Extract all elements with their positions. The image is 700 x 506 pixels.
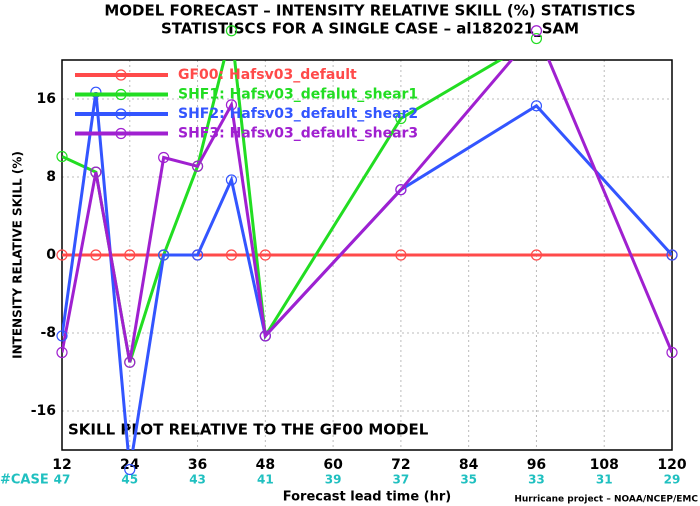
x-tick-label: 84 bbox=[459, 457, 479, 473]
legend-label: SHF2: Hafsv03_default_shear2 bbox=[178, 106, 418, 122]
series-marker bbox=[225, 174, 238, 186]
case-label: #CASE bbox=[0, 473, 49, 488]
series-marker bbox=[530, 32, 543, 45]
series-marker bbox=[56, 150, 68, 163]
series-marker bbox=[666, 346, 678, 359]
legend-label: GF00: Hafsv03_default bbox=[178, 67, 357, 83]
series-marker bbox=[259, 249, 271, 261]
series-marker bbox=[56, 346, 68, 359]
y-tick-label: -8 bbox=[40, 325, 56, 341]
series-marker bbox=[158, 249, 170, 261]
legend-marker bbox=[115, 108, 127, 120]
annotation: SKILL PLOT RELATIVE TO THE GF00 MODEL bbox=[68, 421, 429, 439]
series-marker bbox=[259, 330, 271, 342]
series-marker bbox=[530, 100, 543, 112]
series-marker bbox=[395, 184, 407, 196]
y-axis-label: INTENSITY RELATIVE SKILL (%) bbox=[11, 151, 25, 359]
series-marker bbox=[191, 160, 204, 172]
series-marker bbox=[56, 330, 68, 342]
series-marker bbox=[530, 25, 543, 37]
series-marker bbox=[158, 151, 170, 164]
chart-title: MODEL FORECAST – INTENSITY RELATIVE SKIL… bbox=[104, 2, 635, 20]
series-marker bbox=[56, 249, 68, 261]
case-count: 39 bbox=[325, 473, 342, 487]
series-marker bbox=[666, 249, 678, 261]
case-count: 41 bbox=[257, 473, 274, 487]
series-marker bbox=[225, 249, 238, 261]
case-count: 33 bbox=[528, 473, 545, 487]
y-tick-label: -16 bbox=[31, 403, 56, 419]
series-marker bbox=[90, 249, 102, 261]
series-marker bbox=[530, 249, 543, 261]
x-axis-label: Forecast lead time (hr) bbox=[283, 490, 451, 505]
series-marker bbox=[90, 166, 102, 178]
series-marker bbox=[124, 249, 136, 261]
x-tick-label: 96 bbox=[527, 457, 546, 473]
legend-marker bbox=[115, 69, 127, 81]
x-tick-label: 72 bbox=[391, 457, 410, 473]
x-tick-label: 108 bbox=[590, 457, 619, 473]
y-tick-label: 0 bbox=[46, 247, 56, 263]
series-marker bbox=[395, 249, 407, 261]
legend-marker bbox=[115, 127, 127, 140]
case-count: 37 bbox=[393, 473, 410, 487]
series-line bbox=[62, 91, 672, 450]
legend-label: SHF1: Hafsv03_defalut_shear1 bbox=[178, 87, 418, 103]
case-count: 35 bbox=[460, 473, 477, 487]
series-marker bbox=[395, 112, 407, 125]
chart-subtitle: STATISTISCS FOR A SINGLE CASE – al182021… bbox=[161, 20, 579, 38]
x-tick-label: 12 bbox=[52, 457, 71, 473]
series-marker bbox=[191, 249, 204, 261]
series-marker bbox=[124, 463, 136, 476]
footer: Hurricane project – NOAA/NCEP/EMC bbox=[514, 495, 698, 505]
series-marker bbox=[225, 25, 238, 37]
legend-label: SHF3: Hafsv03_default_shear3 bbox=[178, 126, 418, 142]
series-line bbox=[62, 60, 672, 363]
y-tick-label: 16 bbox=[37, 91, 56, 107]
x-tick-label: 36 bbox=[188, 457, 207, 473]
case-count: 29 bbox=[664, 473, 681, 487]
x-tick-label: 120 bbox=[657, 457, 686, 473]
series-marker bbox=[90, 86, 102, 98]
series-marker bbox=[124, 356, 136, 368]
case-count: 45 bbox=[121, 473, 138, 487]
x-tick-label: 60 bbox=[323, 457, 343, 473]
case-count: 31 bbox=[596, 473, 613, 487]
case-count: 47 bbox=[54, 473, 71, 487]
series-marker bbox=[225, 99, 238, 111]
plot-area bbox=[62, 60, 672, 450]
case-count: 43 bbox=[189, 473, 206, 487]
y-tick-label: 8 bbox=[46, 169, 56, 185]
x-tick-label: 48 bbox=[256, 457, 275, 473]
legend-marker bbox=[115, 88, 127, 101]
